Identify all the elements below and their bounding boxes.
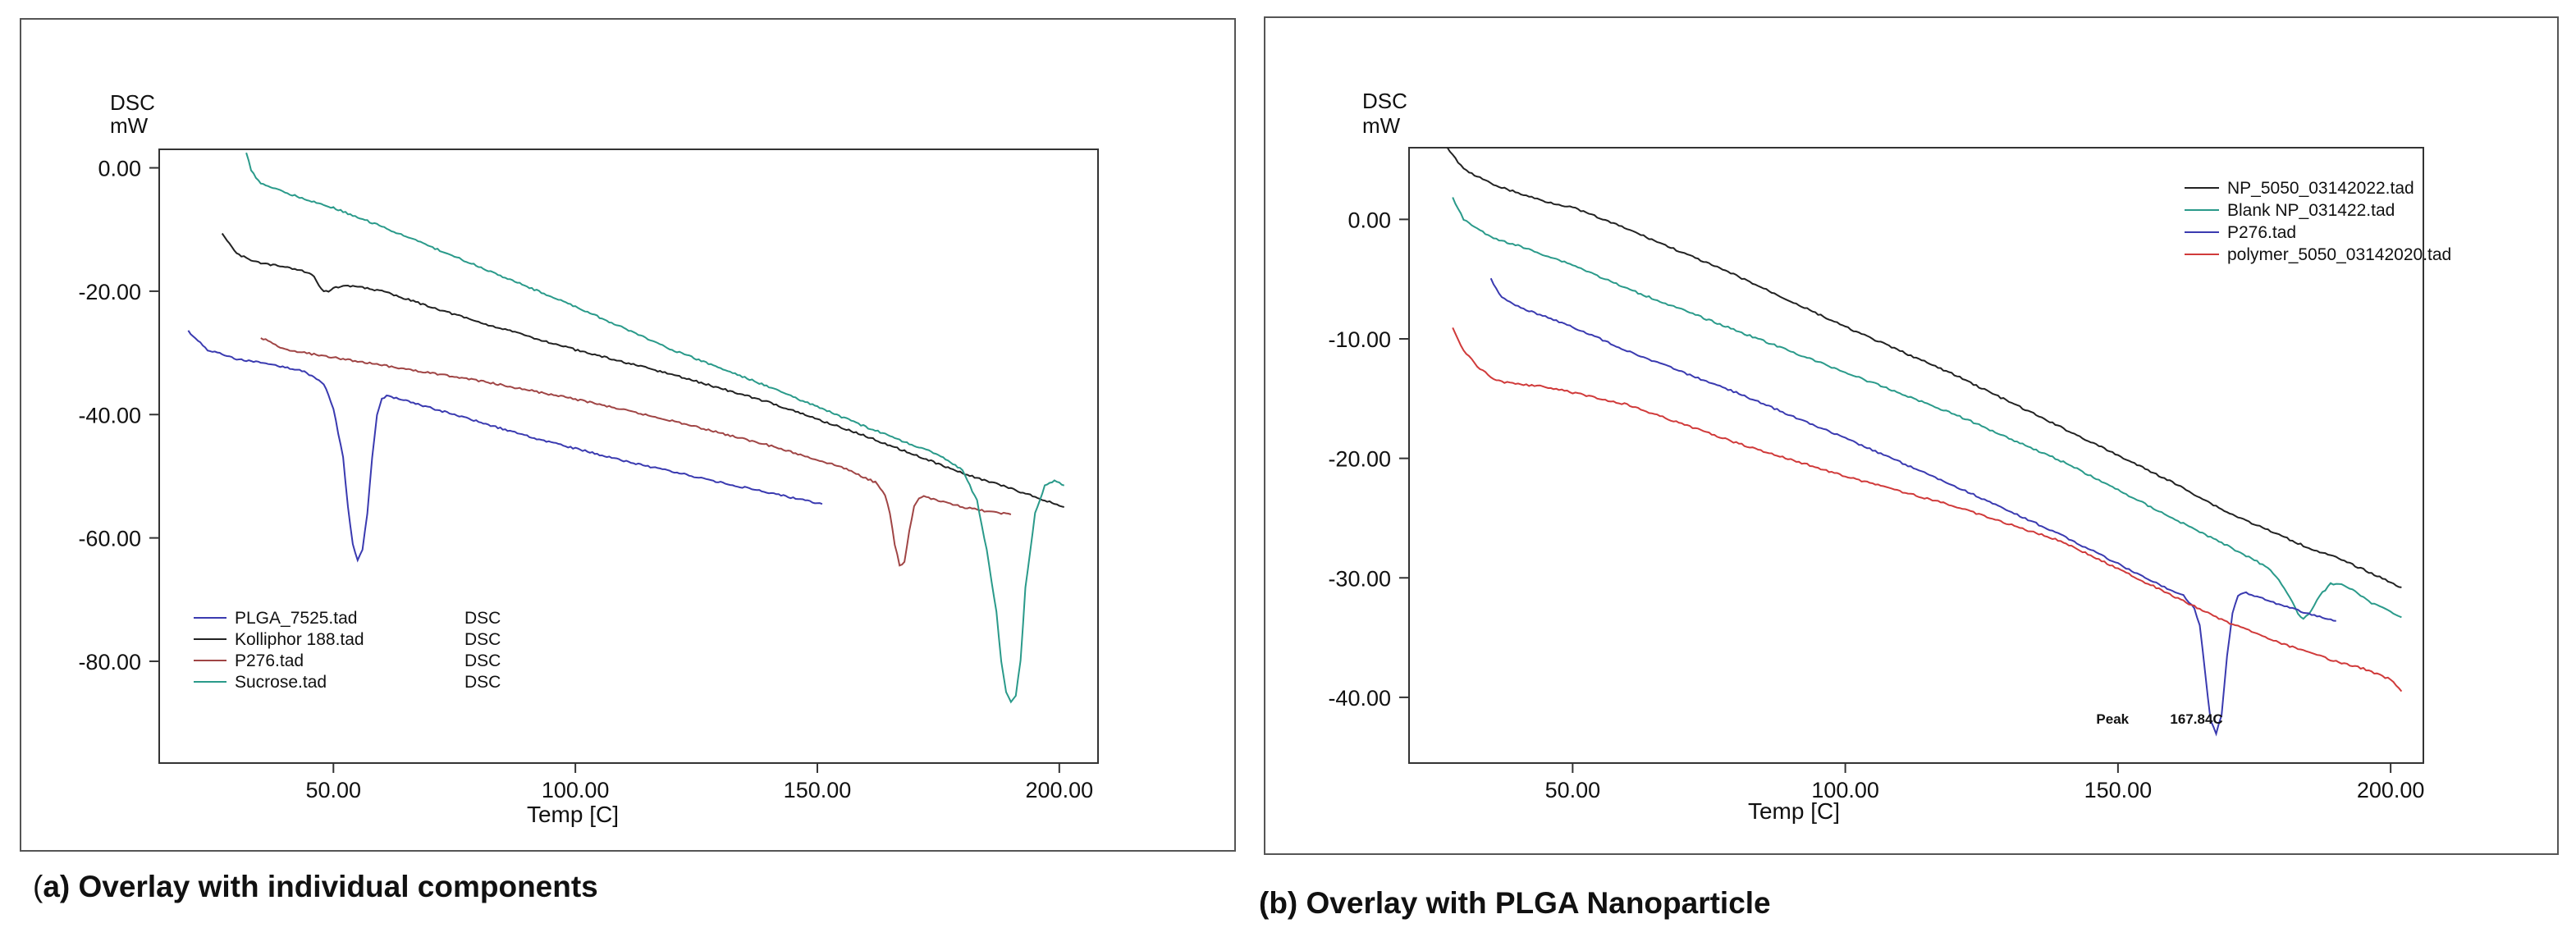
chart-a-xtick-label: 200.00 <box>1026 778 1094 802</box>
chart-a-legend-tag: DSC <box>464 651 501 670</box>
chart-b-peak-value: 167.84C <box>2170 711 2222 727</box>
chart-a-xlabel: Temp [C] <box>527 802 619 827</box>
caption-a-open-paren: ( <box>33 870 43 903</box>
chart-a-ylabel-line2: mW <box>110 113 149 138</box>
chart-b-ylabel-line2: mW <box>1362 113 1401 138</box>
chart-a-xtick-label: 50.00 <box>305 778 361 802</box>
chart-panel-a: DSC mW Temp [C] 50.00 100.00 150.00 200.00 0… <box>20 18 1236 852</box>
chart-a-legend-label: PLGA_7525.tad <box>235 609 357 628</box>
chart-b-series-line-0 <box>1446 148 2402 588</box>
chart-b-ytick-label: -10.00 <box>1328 327 1391 352</box>
chart-a-legend-tag: DSC <box>464 673 501 692</box>
chart-b-series-line-3 <box>1452 327 2403 692</box>
chart-b-peak-label: Peak <box>2096 711 2129 727</box>
chart-b-series-line-2 <box>1489 277 2336 737</box>
chart-b-ytick-label: 0.00 <box>1347 208 1391 232</box>
chart-a-legend-tag: DSC <box>464 630 501 649</box>
chart-b-ytick-label: -20.00 <box>1328 447 1391 472</box>
chart-a-legend-label: P276.tad <box>235 651 304 670</box>
chart-a-axes-frame <box>158 149 1099 764</box>
chart-b-xlabel: Temp [C] <box>1748 798 1840 824</box>
chart-b-ytick-label: -40.00 <box>1328 686 1391 711</box>
chart-b-ylabel-line1: DSC <box>1362 89 1407 113</box>
chart-panel-b: DSC mW Temp [C] 50.00 100.00 150.00 200.00 0… <box>1264 16 2559 855</box>
chart-a-series-line-2 <box>260 337 1012 567</box>
chart-a-legend-label: Sucrose.tad <box>235 673 327 692</box>
chart-b-svg: DSC mW Temp [C] 50.00 100.00 150.00 200.00 0… <box>1328 89 2451 824</box>
chart-a-series-line-3 <box>245 152 1065 704</box>
chart-a-legend-label: Kolliphor 188.tad <box>235 630 364 649</box>
chart-a-xtick-label: 100.00 <box>542 778 610 802</box>
chart-b-legend-label: NP_5050_03142022.tad <box>2227 179 2414 198</box>
chart-b-legend-label: P276.tad <box>2227 223 2296 242</box>
chart-b-xtick-label: 50.00 <box>1545 778 1601 802</box>
caption-a-letter: a) <box>43 870 79 903</box>
chart-b-ytick-label: -30.00 <box>1328 566 1391 591</box>
chart-a-ytick-label: 0.00 <box>98 157 141 181</box>
chart-a-ylabel-line1: DSC <box>110 90 155 115</box>
chart-a-ytick-label: -60.00 <box>78 527 141 551</box>
chart-b-legend-label: polymer_5050_03142020.tad <box>2227 245 2451 264</box>
chart-b-legend-label: Blank NP_031422.tad <box>2227 201 2395 220</box>
chart-a-ytick-label: -80.00 <box>78 650 141 674</box>
caption-a-text: Overlay with individual components <box>78 870 598 903</box>
chart-b-xtick-label: 100.00 <box>1811 778 1879 802</box>
chart-b-axes-frame <box>1408 147 2424 764</box>
chart-a-ytick-label: -20.00 <box>78 280 141 304</box>
caption-a: (a) Overlay with individual components <box>33 870 598 904</box>
chart-a-ytick-label: -40.00 <box>78 403 141 427</box>
chart-b-xtick-label: 200.00 <box>2357 778 2425 802</box>
chart-b-series-line-1 <box>1452 197 2402 620</box>
chart-a-series-line-1 <box>221 232 1064 508</box>
chart-a-svg: DSC mW Temp [C] 50.00 100.00 150.00 200.00 0… <box>78 90 1099 827</box>
chart-b-xtick-label: 150.00 <box>2084 778 2153 802</box>
caption-b: (b) Overlay with PLGA Nanoparticle <box>1259 886 1771 920</box>
chart-a-series-line-0 <box>187 330 823 563</box>
chart-a-xtick-label: 150.00 <box>784 778 852 802</box>
chart-a-legend-tag: DSC <box>464 609 501 628</box>
